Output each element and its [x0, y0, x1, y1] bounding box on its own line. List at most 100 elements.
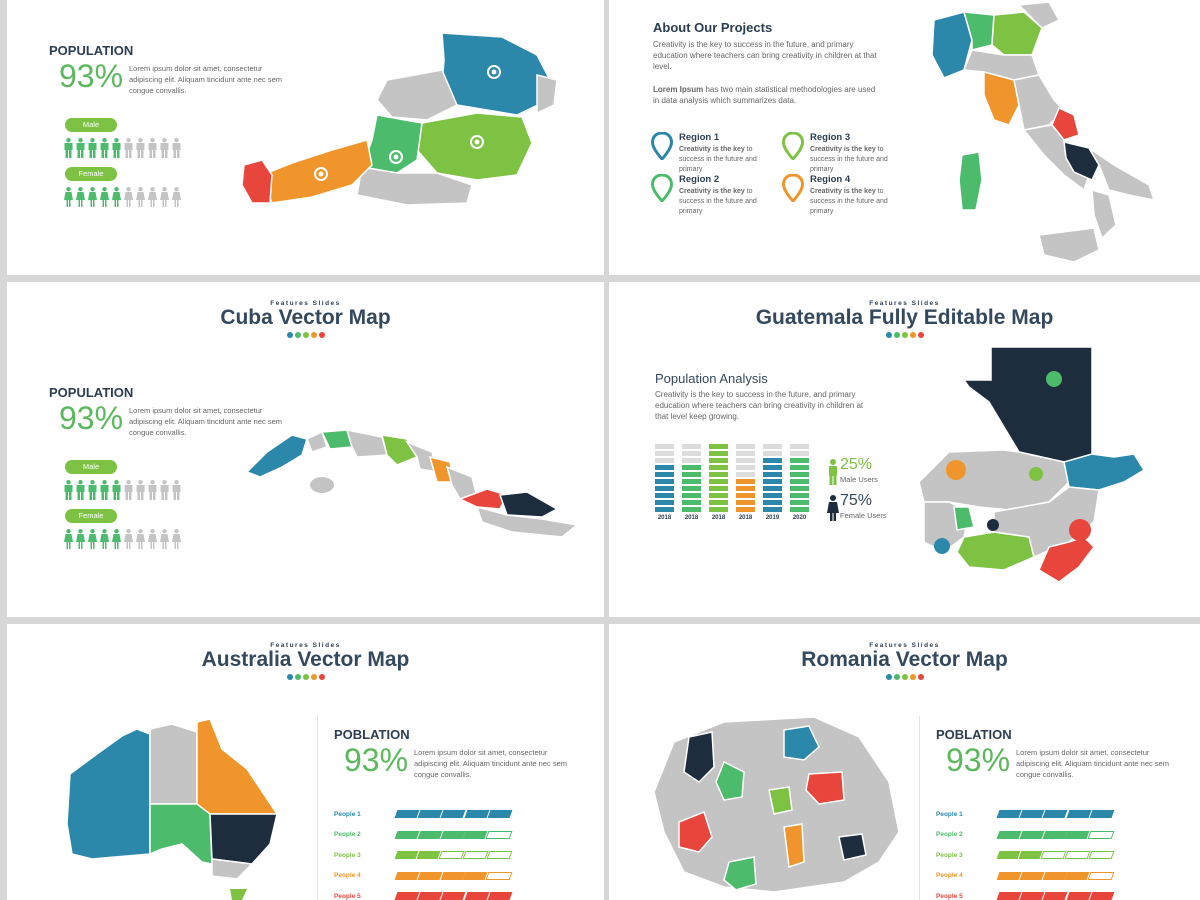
bar-segment	[682, 493, 701, 498]
slide-romania[interactable]: Features Slides Romania Vector Map POBLA…	[609, 624, 1200, 900]
bar-column: 2018	[736, 444, 755, 521]
map-region[interactable]	[962, 49, 1040, 81]
progress-segment	[416, 851, 441, 860]
features-kicker: Features Slides	[869, 642, 940, 649]
map-region-nt[interactable]	[149, 723, 198, 805]
map-region-nsw[interactable]	[209, 813, 278, 865]
map-region-qld[interactable]	[196, 718, 279, 815]
map-marker[interactable]	[934, 538, 950, 554]
bar-segment	[655, 486, 674, 491]
slide-title: Cuba Vector Map	[220, 306, 391, 329]
map-region[interactable]	[306, 430, 328, 453]
map-region-izabal[interactable]	[1063, 453, 1146, 491]
people-label: People 4	[936, 872, 963, 880]
people-label: People 1	[936, 810, 963, 818]
male-people-row	[64, 480, 181, 500]
map-marker[interactable]	[1069, 519, 1091, 541]
map-region-escuintla[interactable]	[956, 531, 1035, 571]
progress-segment	[462, 871, 488, 880]
map-region-tyrol[interactable]	[261, 139, 373, 204]
map-region-burgenland-north[interactable]	[536, 74, 558, 115]
map-pin-icon[interactable]	[487, 65, 501, 79]
map-region-upper-austria[interactable]	[376, 69, 458, 121]
map-region[interactable]	[1051, 106, 1080, 141]
map-region[interactable]	[245, 434, 308, 478]
location-pin-icon	[651, 132, 673, 160]
map-region[interactable]	[1088, 147, 1156, 201]
map-region[interactable]	[783, 823, 805, 869]
map-pin-icon[interactable]	[314, 167, 328, 181]
map-region[interactable]	[475, 505, 579, 538]
progress-segment	[487, 892, 513, 900]
progress-segment	[996, 851, 1021, 860]
map-region-sicily[interactable]	[1038, 227, 1100, 263]
bar-segment	[763, 486, 782, 491]
people-row: People 4	[334, 866, 513, 887]
people-progress-bar	[996, 830, 1115, 839]
map-region[interactable]	[345, 429, 388, 458]
map-region-vorarlberg[interactable]	[241, 159, 273, 204]
male-person-icon	[172, 480, 181, 500]
people-row: People 1	[334, 804, 513, 825]
map-pin-icon	[474, 139, 480, 145]
map-region-vic[interactable]	[211, 858, 254, 880]
map-region[interactable]	[405, 440, 439, 473]
map-region-jutiapa[interactable]	[1038, 536, 1095, 583]
map-region-wa[interactable]	[66, 728, 151, 860]
bar-column: 2018	[709, 444, 728, 521]
bar-segment	[790, 465, 809, 470]
map-pin-icon[interactable]	[389, 150, 403, 164]
map-marker[interactable]	[1029, 467, 1043, 481]
male-person-icon	[160, 480, 169, 500]
map-region[interactable]	[715, 760, 745, 801]
bar-segment	[790, 507, 809, 512]
progress-segment	[1064, 830, 1090, 839]
progress-segment	[1042, 810, 1069, 819]
region-4-desc-rest: to success in the future and primary	[810, 188, 888, 215]
male-users-label: Male Users	[840, 475, 878, 484]
map-region[interactable]	[683, 731, 715, 783]
progress-segment	[417, 830, 443, 839]
map-region[interactable]	[838, 833, 867, 861]
people-label: People 2	[936, 831, 963, 839]
slide-guatemala[interactable]: Features Slides Guatemala Fully Editable…	[609, 282, 1200, 617]
map-region[interactable]	[678, 811, 713, 853]
bar-year-label: 2018	[657, 515, 672, 521]
slide-austria[interactable]: POPULATION 93% Lorem ipsum dolor sit ame…	[7, 0, 604, 275]
map-region-sa[interactable]	[149, 803, 213, 865]
population-bar-chart: 2018 2018 2018 2018 2019 2020	[655, 444, 809, 521]
bar-year-label: 2019	[765, 515, 780, 521]
slide-italy[interactable]: About Our Projects Creativity is the key…	[609, 0, 1200, 275]
slide-cuba[interactable]: Features Slides Cuba Vector Map POPULATI…	[7, 282, 604, 617]
map-marker[interactable]	[946, 460, 966, 480]
bar-column: 2018	[655, 444, 674, 521]
map-region[interactable]	[768, 786, 793, 815]
map-region[interactable]	[805, 771, 845, 805]
map-region-tas[interactable]	[230, 889, 247, 900]
map-pin-icon[interactable]	[470, 135, 484, 149]
map-region[interactable]	[723, 856, 757, 891]
map-region[interactable]	[498, 491, 559, 518]
bar-segment	[655, 493, 674, 498]
progress-segment	[417, 892, 443, 900]
slide-title: Australia Vector Map	[201, 648, 410, 671]
map-region[interactable]	[962, 11, 995, 51]
map-region[interactable]	[1017, 1, 1061, 29]
bar-segment	[790, 479, 809, 484]
map-region-carinthia[interactable]	[356, 166, 473, 206]
map-marker[interactable]	[1046, 371, 1062, 387]
male-person-icon	[76, 138, 85, 158]
bar-segment	[763, 507, 782, 512]
map-region[interactable]	[953, 506, 975, 531]
progress-segment	[996, 892, 1022, 900]
map-region-peten[interactable]	[962, 346, 1093, 463]
map-marker[interactable]	[987, 519, 999, 531]
bar-segment	[682, 458, 701, 463]
map-region[interactable]	[1091, 188, 1117, 240]
map-region[interactable]	[783, 725, 820, 761]
slide-australia[interactable]: Features Slides Australia Vector Map POB…	[7, 624, 604, 900]
map-region-lower-austria[interactable]	[441, 32, 551, 116]
bar-segment	[790, 500, 809, 505]
map-region[interactable]	[918, 449, 1070, 511]
map-region-sardinia[interactable]	[958, 151, 983, 211]
